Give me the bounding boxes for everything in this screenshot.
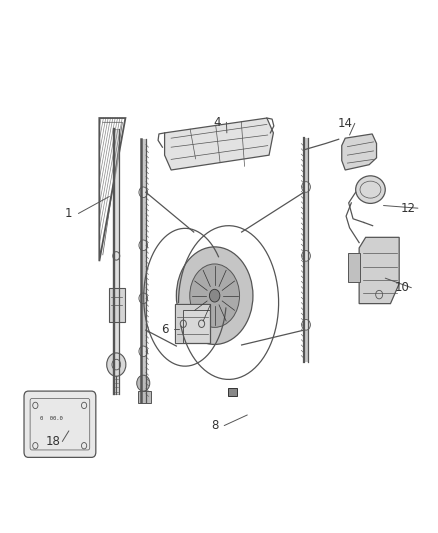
Circle shape [139,293,148,304]
Bar [348,253,360,282]
Circle shape [107,353,126,376]
Circle shape [302,319,311,330]
Circle shape [139,346,148,357]
Text: 10: 10 [394,281,409,294]
Polygon shape [165,118,273,170]
Circle shape [209,289,220,302]
Text: 12: 12 [401,201,416,215]
Bar [110,288,124,322]
Circle shape [137,375,150,391]
FancyBboxPatch shape [24,391,96,457]
Circle shape [139,240,148,251]
Polygon shape [175,304,210,343]
Text: 8: 8 [211,419,218,432]
Bar [114,128,119,394]
Text: 0  00.0: 0 00.0 [40,416,63,421]
Bar [304,138,308,362]
Circle shape [139,187,148,198]
Circle shape [302,251,311,261]
Circle shape [302,182,311,192]
Text: 18: 18 [45,435,60,448]
Bar [228,389,237,397]
Ellipse shape [177,247,253,344]
Bar [175,304,210,343]
Ellipse shape [190,264,240,327]
Text: 1: 1 [65,207,73,220]
Ellipse shape [356,176,385,204]
Polygon shape [359,237,399,304]
Bar [138,391,151,403]
Bar [141,139,146,402]
Text: 14: 14 [338,117,353,130]
Text: 4: 4 [213,116,221,129]
Polygon shape [342,134,377,170]
Text: 6: 6 [161,322,168,336]
